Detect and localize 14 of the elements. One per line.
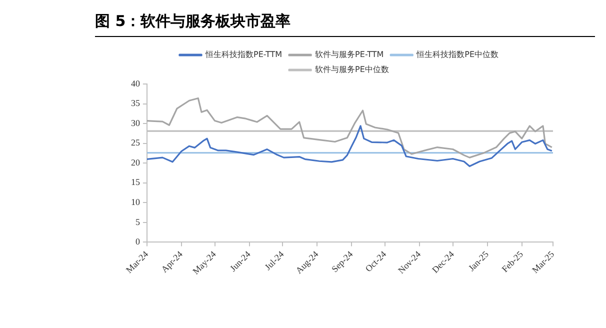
y-tick-label: 15: [130, 177, 140, 188]
legend-label: 恒生科技指数PE中位数: [416, 50, 499, 60]
y-tick-label: 10: [130, 197, 140, 208]
legend-label: 软件与服务PE中位数: [315, 65, 389, 74]
chart-title: 图 5：软件与服务板块市盈率: [95, 12, 291, 31]
legend-label: 恒生科技指数PE-TTM: [204, 50, 282, 60]
y-tick-label: 30: [130, 118, 140, 128]
y-tick-label: 5: [135, 216, 140, 227]
legend-label: 软件与服务PE-TTM: [315, 50, 384, 60]
y-tick-label: 20: [130, 157, 140, 168]
y-tick-label: 25: [130, 138, 140, 148]
y-tick-label: 40: [130, 78, 140, 88]
y-tick-label: 0: [135, 236, 140, 247]
y-tick-label: 35: [130, 98, 140, 108]
